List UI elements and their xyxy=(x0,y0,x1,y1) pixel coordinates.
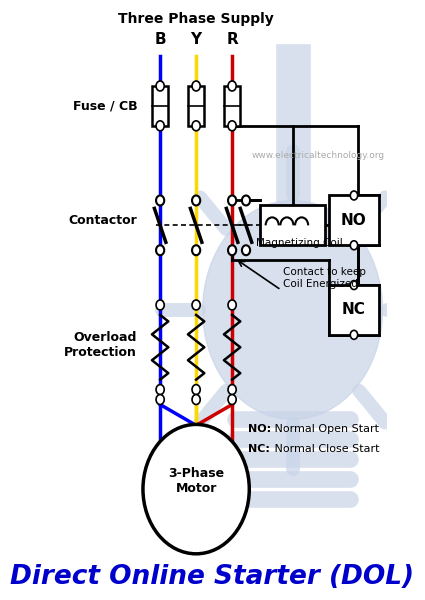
Circle shape xyxy=(228,385,236,395)
Text: NC:: NC: xyxy=(248,445,269,454)
Circle shape xyxy=(203,200,382,419)
Text: R: R xyxy=(226,32,238,47)
Circle shape xyxy=(228,395,236,404)
Text: 3-Phase
Motor: 3-Phase Motor xyxy=(168,467,224,495)
Circle shape xyxy=(192,395,200,404)
Circle shape xyxy=(350,281,358,290)
Text: Three Phase Supply: Three Phase Supply xyxy=(118,13,274,26)
Text: Contactor: Contactor xyxy=(68,214,137,227)
Circle shape xyxy=(156,395,164,404)
Text: Magnetizing Coil: Magnetizing Coil xyxy=(256,238,343,248)
Text: Overload
Protection: Overload Protection xyxy=(64,331,137,359)
Text: Normal Open Start: Normal Open Start xyxy=(271,424,379,434)
Text: Direct Online Starter (DOL): Direct Online Starter (DOL) xyxy=(11,564,414,590)
Text: Y: Y xyxy=(190,32,202,47)
Circle shape xyxy=(350,191,358,200)
Circle shape xyxy=(156,245,164,255)
Bar xyxy=(329,196,379,245)
Circle shape xyxy=(156,81,164,91)
Bar xyxy=(329,285,379,335)
Circle shape xyxy=(192,385,200,395)
Text: B: B xyxy=(154,32,166,47)
Text: Contact to keep
Coil Energized: Contact to keep Coil Energized xyxy=(283,268,366,289)
Circle shape xyxy=(156,121,164,131)
Circle shape xyxy=(192,121,200,131)
Circle shape xyxy=(350,241,358,250)
Bar xyxy=(260,205,326,245)
Text: www.electricaltechnology.org: www.electricaltechnology.org xyxy=(252,151,385,160)
Circle shape xyxy=(192,196,200,205)
Circle shape xyxy=(192,81,200,91)
Circle shape xyxy=(228,245,236,255)
Circle shape xyxy=(156,300,164,310)
Bar xyxy=(152,86,168,126)
Circle shape xyxy=(228,121,236,131)
Circle shape xyxy=(228,300,236,310)
Circle shape xyxy=(228,81,236,91)
Circle shape xyxy=(228,196,236,205)
Text: NC: NC xyxy=(342,302,366,317)
Circle shape xyxy=(143,424,249,554)
Circle shape xyxy=(156,385,164,395)
Circle shape xyxy=(350,331,358,340)
Circle shape xyxy=(192,300,200,310)
Text: Fuse / CB: Fuse / CB xyxy=(73,100,137,112)
Text: NO: NO xyxy=(341,213,367,228)
Bar xyxy=(224,86,240,126)
Circle shape xyxy=(242,245,250,255)
Circle shape xyxy=(192,245,200,255)
Text: NO:: NO: xyxy=(248,424,271,434)
Circle shape xyxy=(156,196,164,205)
Bar xyxy=(188,86,204,126)
Circle shape xyxy=(242,196,250,205)
Text: Normal Close Start: Normal Close Start xyxy=(271,445,379,454)
